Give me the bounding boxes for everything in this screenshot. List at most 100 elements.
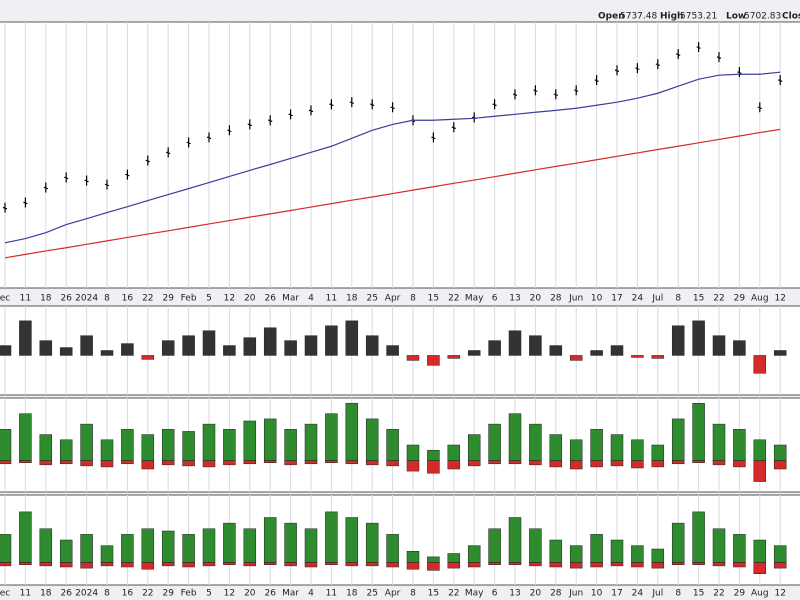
price-bar — [247, 119, 252, 130]
x-tick-label: 6 — [492, 589, 498, 599]
bar — [80, 534, 93, 563]
x-tick-label: 12 — [774, 294, 785, 304]
bar — [447, 553, 461, 563]
x-tick-label: 5 — [206, 294, 212, 304]
bar — [284, 522, 297, 563]
bar — [80, 423, 93, 461]
bar — [284, 340, 297, 356]
bar — [345, 320, 359, 356]
x-tick-label: 16 — [122, 589, 134, 599]
x-tick-label: 8 — [104, 294, 110, 304]
bar — [549, 460, 563, 468]
x-tick-label: 17 — [611, 589, 622, 599]
x-tick-label: 4 — [308, 294, 314, 304]
bar — [263, 517, 277, 563]
price-bar — [105, 179, 109, 190]
price-bar — [635, 63, 640, 74]
price-bar — [696, 42, 701, 53]
bar — [671, 460, 685, 465]
bar — [19, 511, 32, 563]
x-tick-label: 10 — [591, 589, 603, 599]
bar — [304, 460, 318, 465]
bar — [773, 350, 787, 356]
bar — [447, 460, 461, 470]
bar — [39, 340, 53, 356]
header-value: 5737.48 — [620, 12, 657, 22]
bar — [386, 534, 399, 563]
bar — [223, 562, 236, 565]
plot-area: ec 11 18 26 2024 8 16 22 29 Feb 5 12 20 26 Mar 4 11 18 25 A… — [0, 21, 800, 599]
x-tick-label: 29 — [162, 294, 174, 304]
bar — [0, 534, 12, 563]
bar — [427, 460, 440, 474]
bar — [263, 562, 277, 565]
bar — [692, 460, 705, 464]
x-tick-label: 29 — [734, 294, 746, 304]
bar — [345, 460, 359, 465]
price-bar — [23, 197, 28, 208]
moving-average-line — [4, 71, 781, 244]
bar — [223, 460, 236, 466]
x-tick-label: 10 — [591, 294, 603, 304]
bar — [651, 355, 665, 359]
bar — [19, 562, 32, 565]
x-tick-label: 18 — [346, 589, 358, 599]
x-tick-label: 26 — [60, 294, 72, 304]
bar — [488, 423, 501, 461]
price-bar — [309, 105, 313, 116]
bar — [488, 562, 501, 565]
x-tick-label: 20 — [530, 589, 542, 599]
bar — [733, 534, 746, 563]
bar — [406, 460, 420, 472]
bar — [121, 343, 134, 356]
bar — [671, 325, 685, 356]
bar — [284, 460, 297, 466]
bar — [508, 562, 522, 565]
bar — [141, 434, 155, 461]
bar — [631, 460, 644, 469]
bar — [100, 562, 114, 567]
bar — [141, 528, 155, 563]
x-tick-label: ec — [0, 294, 10, 304]
x-tick-label: Jul — [651, 294, 663, 304]
x-tick-label: May — [465, 294, 484, 304]
bar — [365, 460, 379, 466]
x-tick-label: 20 — [530, 294, 542, 304]
x-tick-label: 15 — [693, 589, 704, 599]
bar — [569, 562, 583, 569]
x-tick-label: 4 — [308, 589, 314, 599]
x-tick-label: 22 — [448, 294, 459, 304]
bar — [161, 460, 175, 466]
bar — [427, 556, 440, 563]
x-tick-label: 8 — [675, 589, 681, 599]
bar — [590, 562, 603, 568]
price-bar — [288, 109, 293, 120]
x-tick-label: 22 — [713, 589, 724, 599]
x-tick-label: 22 — [448, 589, 459, 599]
bar — [304, 423, 318, 461]
bar — [0, 562, 12, 567]
bar — [671, 522, 685, 563]
price-bar — [329, 99, 334, 110]
bar — [0, 429, 12, 461]
bar — [610, 345, 624, 356]
bar — [590, 350, 603, 356]
x-tick-label: 26 — [264, 589, 276, 599]
price-bar — [43, 182, 48, 193]
bar — [590, 460, 603, 468]
bar — [692, 402, 705, 461]
bar — [243, 420, 257, 461]
bar — [753, 439, 767, 461]
bar — [610, 460, 624, 467]
bar — [712, 423, 726, 461]
bar — [304, 528, 318, 563]
bar — [733, 340, 746, 356]
x-tick-label: 26 — [264, 294, 276, 304]
bar — [753, 539, 767, 563]
price-bar — [370, 99, 375, 110]
x-tick-label: 29 — [734, 589, 746, 599]
x-tick-label: 2024 — [75, 294, 98, 304]
x-tick-label: 20 — [244, 589, 256, 599]
bar — [569, 355, 583, 361]
